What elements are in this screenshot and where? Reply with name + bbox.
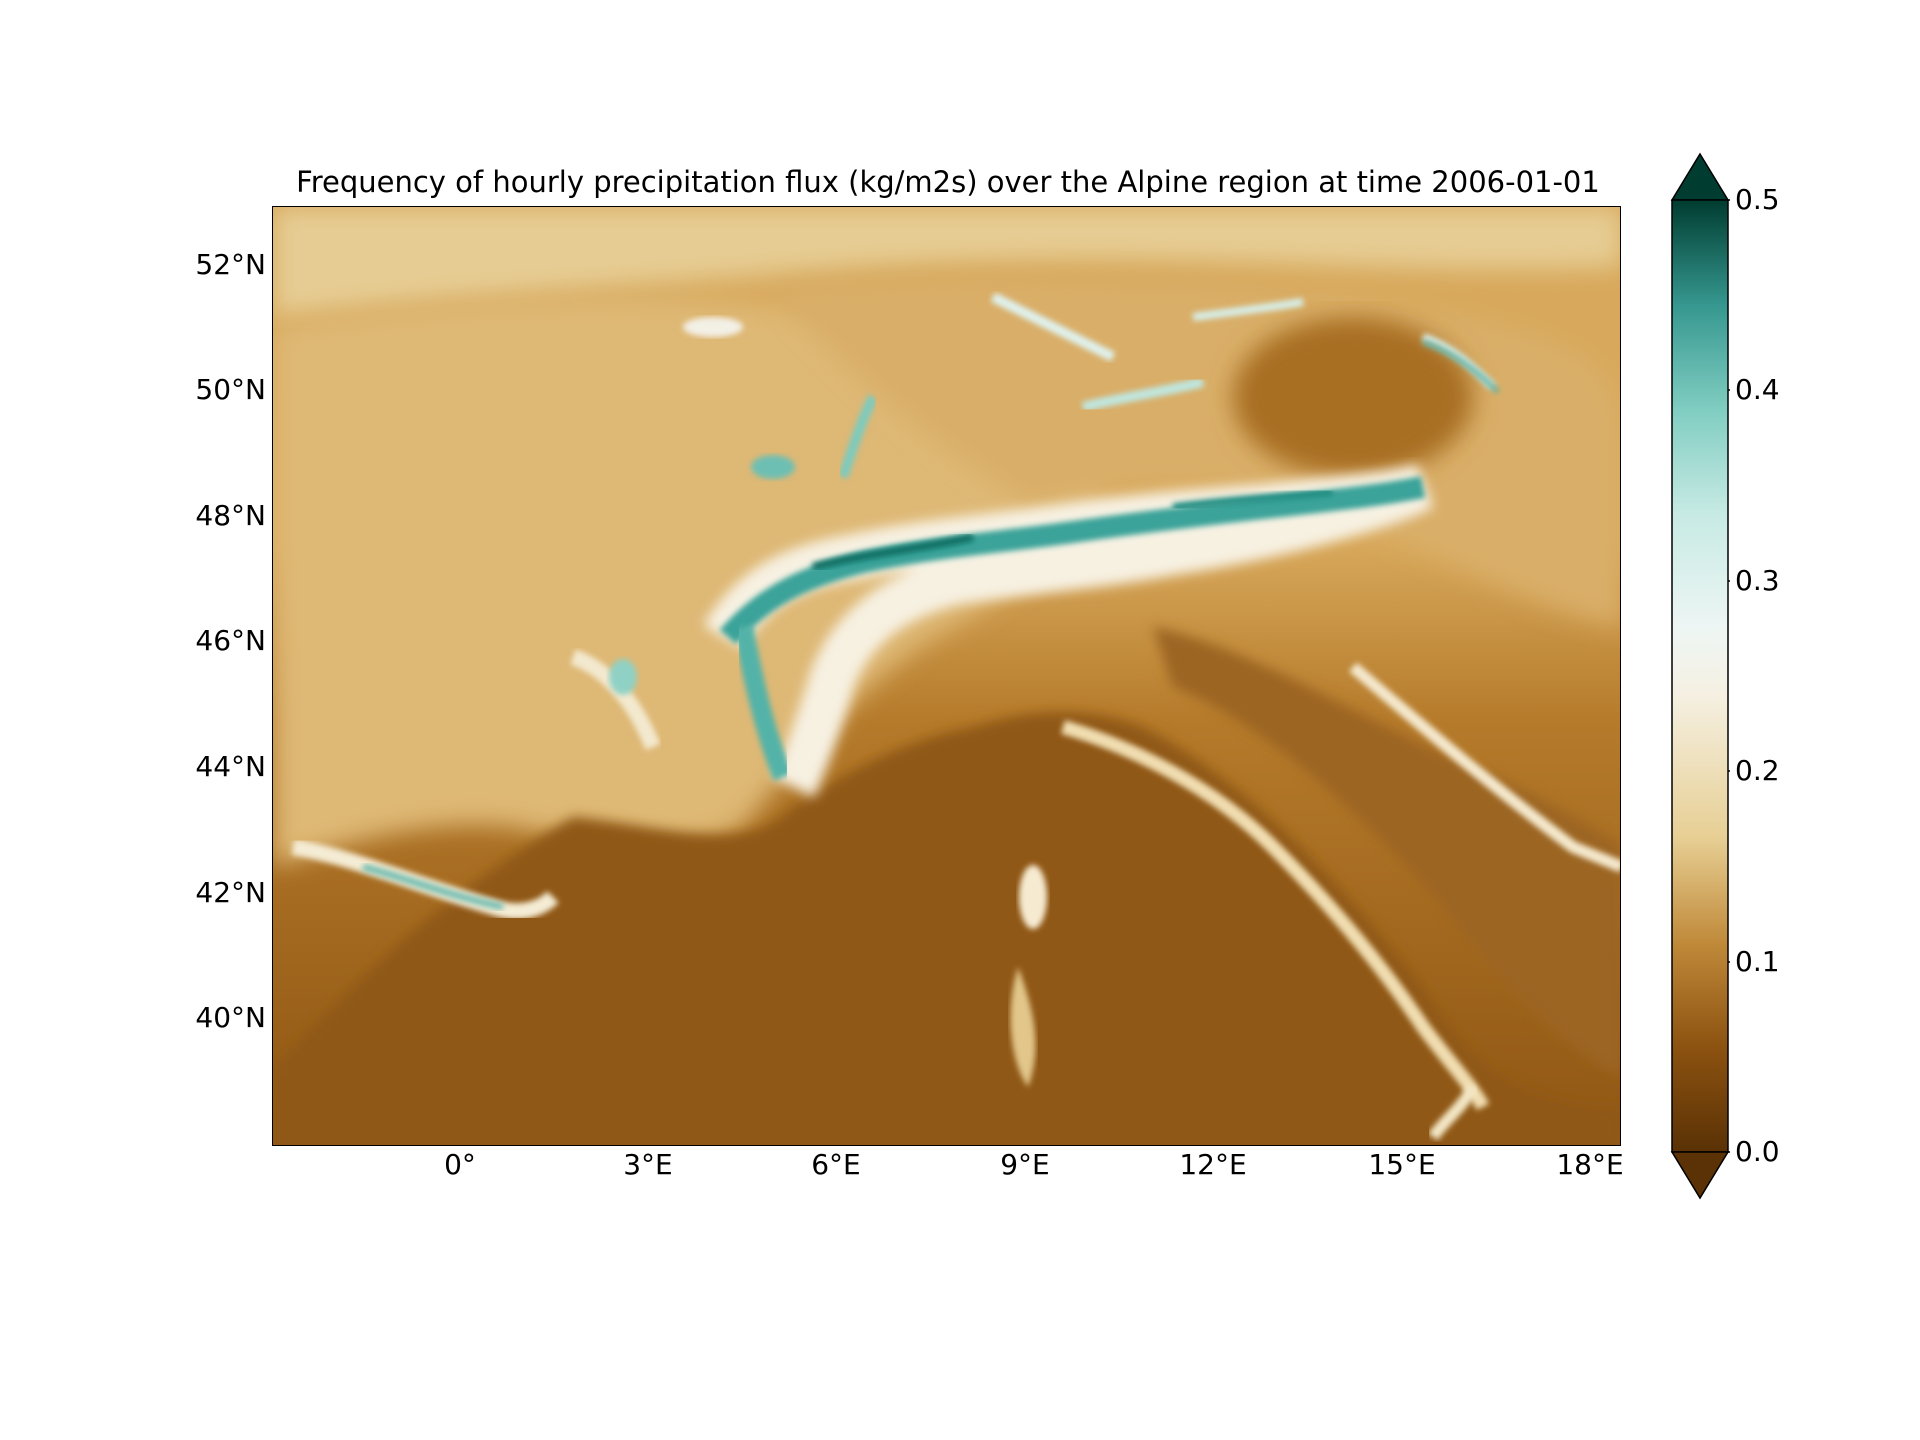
colorbar-extend-min bbox=[1670, 1151, 1730, 1200]
northern-band bbox=[273, 207, 1620, 317]
colorbar-gradient bbox=[1671, 199, 1729, 1153]
pyrenees-peaks bbox=[362, 863, 504, 911]
precipitation-frequency-map bbox=[273, 207, 1620, 1145]
x-tick-label: 9°E bbox=[1000, 1148, 1050, 1181]
colorbar-tick-label: 0.3 bbox=[1735, 564, 1780, 597]
map-plot-area[interactable] bbox=[272, 206, 1621, 1146]
y-tick-label: 50°N bbox=[195, 373, 266, 406]
colorbar-tick-label: 0.1 bbox=[1735, 945, 1780, 978]
adriatic-sea bbox=[1153, 627, 1620, 1076]
colorbar-ticks bbox=[1728, 199, 1730, 1153]
black-forest bbox=[838, 394, 878, 479]
x-tick-label: 12°E bbox=[1179, 1148, 1247, 1181]
alps-core bbox=[719, 476, 1426, 645]
y-tick-label: 44°N bbox=[195, 750, 266, 783]
western-europe-land bbox=[273, 296, 1103, 867]
x-tick-label: 15°E bbox=[1368, 1148, 1436, 1181]
ardennes bbox=[683, 317, 743, 337]
dinaric-ridge bbox=[1349, 662, 1620, 873]
colorbar-extend-max bbox=[1670, 152, 1730, 201]
x-tick-label: 3°E bbox=[623, 1148, 673, 1181]
corsica bbox=[1019, 865, 1047, 929]
colorbar-tick-label: 0.4 bbox=[1735, 373, 1780, 406]
bohemian-basin bbox=[1233, 317, 1473, 477]
vosges bbox=[751, 455, 795, 479]
bohemian-forest bbox=[1081, 377, 1205, 412]
y-tick-label: 48°N bbox=[195, 499, 266, 532]
carpathian-peaks bbox=[1422, 339, 1500, 394]
y-tick-label: 52°N bbox=[195, 248, 266, 281]
colorbar bbox=[1670, 152, 1730, 1200]
colorbar-tick-label: 0.0 bbox=[1735, 1135, 1780, 1168]
alps-highest-peaks bbox=[812, 533, 974, 571]
colorbar-tick-label: 0.2 bbox=[1735, 754, 1780, 787]
massif-central-peak bbox=[609, 659, 637, 695]
thuringian-forest bbox=[990, 292, 1116, 362]
y-tick-label: 42°N bbox=[195, 876, 266, 909]
mediterranean-sea bbox=[273, 712, 1620, 1145]
eastern-alps-peaks bbox=[1172, 488, 1334, 511]
apennines-ridge bbox=[1061, 720, 1490, 1111]
colorbar-tick-label: 0.5 bbox=[1735, 183, 1780, 216]
x-tick-label: 6°E bbox=[811, 1148, 861, 1181]
x-tick-label: 18°E bbox=[1556, 1148, 1624, 1181]
y-tick-label: 40°N bbox=[195, 1001, 266, 1034]
x-tick-label: 0° bbox=[444, 1148, 476, 1181]
map-title: Frequency of hourly precipitation flux (… bbox=[296, 165, 1600, 199]
sardinia bbox=[1010, 967, 1036, 1087]
western-alps-core bbox=[733, 625, 793, 781]
y-tick-label: 46°N bbox=[195, 624, 266, 657]
calabria-ridge bbox=[1428, 1084, 1479, 1141]
